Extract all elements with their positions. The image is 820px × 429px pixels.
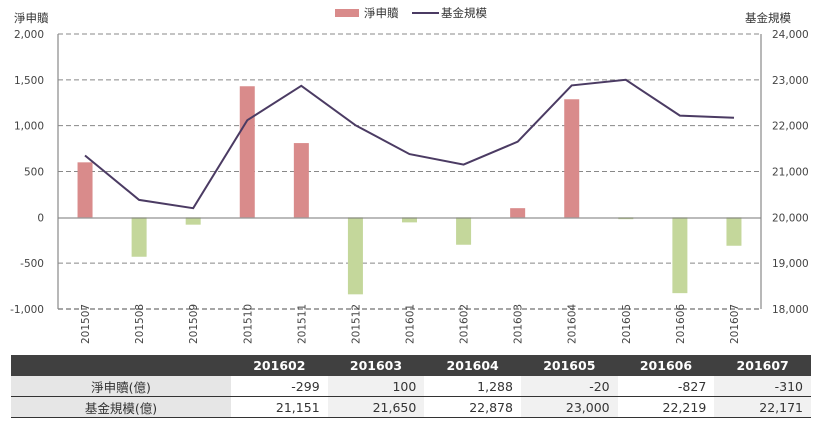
gridlines [58,33,761,310]
bar [77,162,93,218]
right-tick-label: 19,000 [772,258,809,270]
right-axis-ticks: 24,000 23,000 22,000 21,000 20,000 19,000 18,0… [772,29,809,316]
bar [402,217,417,223]
bar [672,217,688,294]
left-tick-label: -500 [20,258,44,270]
x-tick-label: 201508 [134,304,146,344]
table-cell: 22,219 [617,396,715,418]
chart-legend: 淨申贖 基金規模 [335,6,487,20]
left-axis-ticks: 2,000 1,500 1,000 500 0 -500 -1,000 [10,29,44,316]
x-tick-label: 201601 [405,304,417,344]
bar [564,99,580,218]
bar-series-net-subscription [77,86,742,295]
x-tick-label: 201512 [350,304,362,344]
table-header-row: 201602 201603 201604 201605 201606 20160… [11,355,811,376]
x-tick-label: 201507 [80,304,92,344]
row-label: 基金規模(億) [11,396,231,418]
table-header-corner [11,355,231,376]
right-tick-label: 18,000 [772,304,809,316]
bar [293,143,309,218]
bar [510,208,526,218]
legend-bar-swatch [335,9,359,17]
right-axis-title: 基金規模 [745,11,791,25]
table-cell: -310 [714,376,811,397]
table-cell: 100 [327,376,425,397]
x-tick-label: 201605 [621,304,633,344]
legend-line-label: 基金規模 [441,6,487,20]
x-tick-label: 201511 [296,304,308,344]
left-tick-label: 0 [37,212,44,224]
table-header-cell: 201602 [231,355,328,376]
left-tick-label: 500 [24,167,44,179]
left-tick-label: 2,000 [14,29,44,41]
table-header-cell: 201606 [617,355,715,376]
x-tick-label: 201602 [459,304,471,344]
bar [131,217,147,257]
table-cell: 1,288 [424,376,521,397]
x-tick-label: 201607 [729,304,741,344]
right-tick-label: 24,000 [772,29,809,41]
right-tick-label: 22,000 [772,121,809,133]
right-tick-label: 23,000 [772,75,809,87]
line-series-fund-size [84,78,735,210]
table-cell: 21,151 [231,396,328,418]
table-cell: -299 [231,376,328,397]
table-header-cell: 201607 [714,355,811,376]
table-cell: 23,000 [520,396,618,418]
legend-bar-label: 淨申贖 [364,6,399,20]
bar [185,217,201,225]
left-tick-label: 1,000 [14,121,44,133]
left-axis-title: 淨申贖 [14,11,49,25]
data-table: 201602 201603 201604 201605 201606 20160… [11,355,811,418]
x-axis-labels: 201507 201508 201509 201510 201511 201512 2016… [80,304,741,344]
x-tick-label: 201510 [242,304,254,344]
row-label: 淨申贖(億) [11,376,231,397]
table-cell: 22,878 [424,396,521,418]
x-tick-label: 201603 [513,304,525,344]
x-tick-label: 201606 [675,304,687,344]
table-header-cell: 201604 [424,355,521,376]
right-tick-label: 20,000 [772,212,809,224]
table-header-cell: 201605 [520,355,618,376]
table-cell: -827 [617,376,715,397]
table-row: 基金規模(億) 21,151 21,650 22,878 23,000 22,2… [11,396,811,418]
left-tick-label: 1,500 [14,75,44,87]
table-header-cell: 201603 [327,355,425,376]
bar [726,217,742,246]
bar [456,217,472,245]
table-row: 淨申贖(億) -299 100 1,288 -20 -827 -310 [11,376,811,397]
bar [239,86,255,218]
table-cell: 22,171 [714,396,811,418]
combo-chart: 淨申贖 基金規模 淨申贖 基金規模 2,000 1,500 1,000 500 0 -50… [10,6,809,344]
table-cell: 21,650 [327,396,425,418]
table-cell: -20 [520,376,618,397]
x-tick-label: 201509 [188,304,200,344]
left-tick-label: -1,000 [10,304,44,316]
x-tick-label: 201604 [567,304,579,344]
bar [347,217,363,295]
right-tick-label: 21,000 [772,167,809,179]
